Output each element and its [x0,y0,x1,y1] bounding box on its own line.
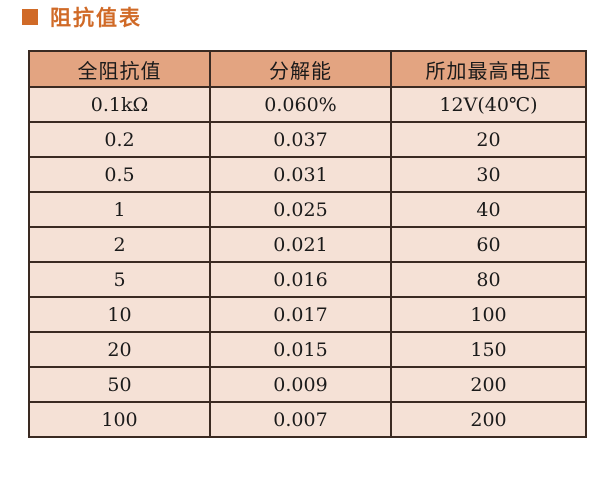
cell-impedance: 2 [28,226,211,263]
table-row: 0.2 0.037 20 [28,121,587,158]
table-row: 10 0.017 100 [28,296,587,333]
table-row: 20 0.015 150 [28,331,587,368]
impedance-table: 全阻抗值 分解能 所加最高电压 0.1kΩ 0.060% 12V(40℃) 0.… [28,50,587,438]
cell-impedance: 100 [28,401,211,438]
cell-resolution: 0.031 [209,156,392,193]
table-row: 0.5 0.031 30 [28,156,587,193]
cell-resolution: 0.015 [209,331,392,368]
cell-resolution: 0.009 [209,366,392,403]
cell-impedance: 50 [28,366,211,403]
cell-impedance: 0.1kΩ [28,86,211,123]
column-header-max-voltage: 所加最高电压 [390,50,587,88]
square-bullet-icon [22,9,38,25]
cell-impedance: 1 [28,191,211,228]
cell-max-voltage: 200 [390,401,587,438]
cell-resolution: 0.016 [209,261,392,298]
cell-max-voltage: 200 [390,366,587,403]
table-row: 100 0.007 200 [28,401,587,438]
cell-resolution: 0.025 [209,191,392,228]
cell-impedance: 5 [28,261,211,298]
cell-resolution: 0.017 [209,296,392,333]
cell-max-voltage: 20 [390,121,587,158]
column-header-resolution: 分解能 [209,50,392,88]
table-row: 1 0.025 40 [28,191,587,228]
column-header-impedance: 全阻抗值 [28,50,211,88]
cell-resolution: 0.021 [209,226,392,263]
table-row: 0.1kΩ 0.060% 12V(40℃) [28,86,587,123]
section-heading: 阻抗值表 [22,4,142,30]
page-title: 阻抗值表 [50,6,142,30]
cell-max-voltage: 60 [390,226,587,263]
cell-impedance: 0.5 [28,156,211,193]
cell-max-voltage: 150 [390,331,587,368]
table-row: 50 0.009 200 [28,366,587,403]
cell-max-voltage: 100 [390,296,587,333]
cell-resolution: 0.007 [209,401,392,438]
cell-impedance: 20 [28,331,211,368]
cell-resolution: 0.060% [209,86,392,123]
cell-max-voltage: 12V(40℃) [390,86,587,123]
cell-impedance: 10 [28,296,211,333]
cell-max-voltage: 80 [390,261,587,298]
cell-max-voltage: 40 [390,191,587,228]
table-header-row: 全阻抗值 分解能 所加最高电压 [28,50,587,88]
table-row: 2 0.021 60 [28,226,587,263]
cell-impedance: 0.2 [28,121,211,158]
table-row: 5 0.016 80 [28,261,587,298]
cell-resolution: 0.037 [209,121,392,158]
cell-max-voltage: 30 [390,156,587,193]
